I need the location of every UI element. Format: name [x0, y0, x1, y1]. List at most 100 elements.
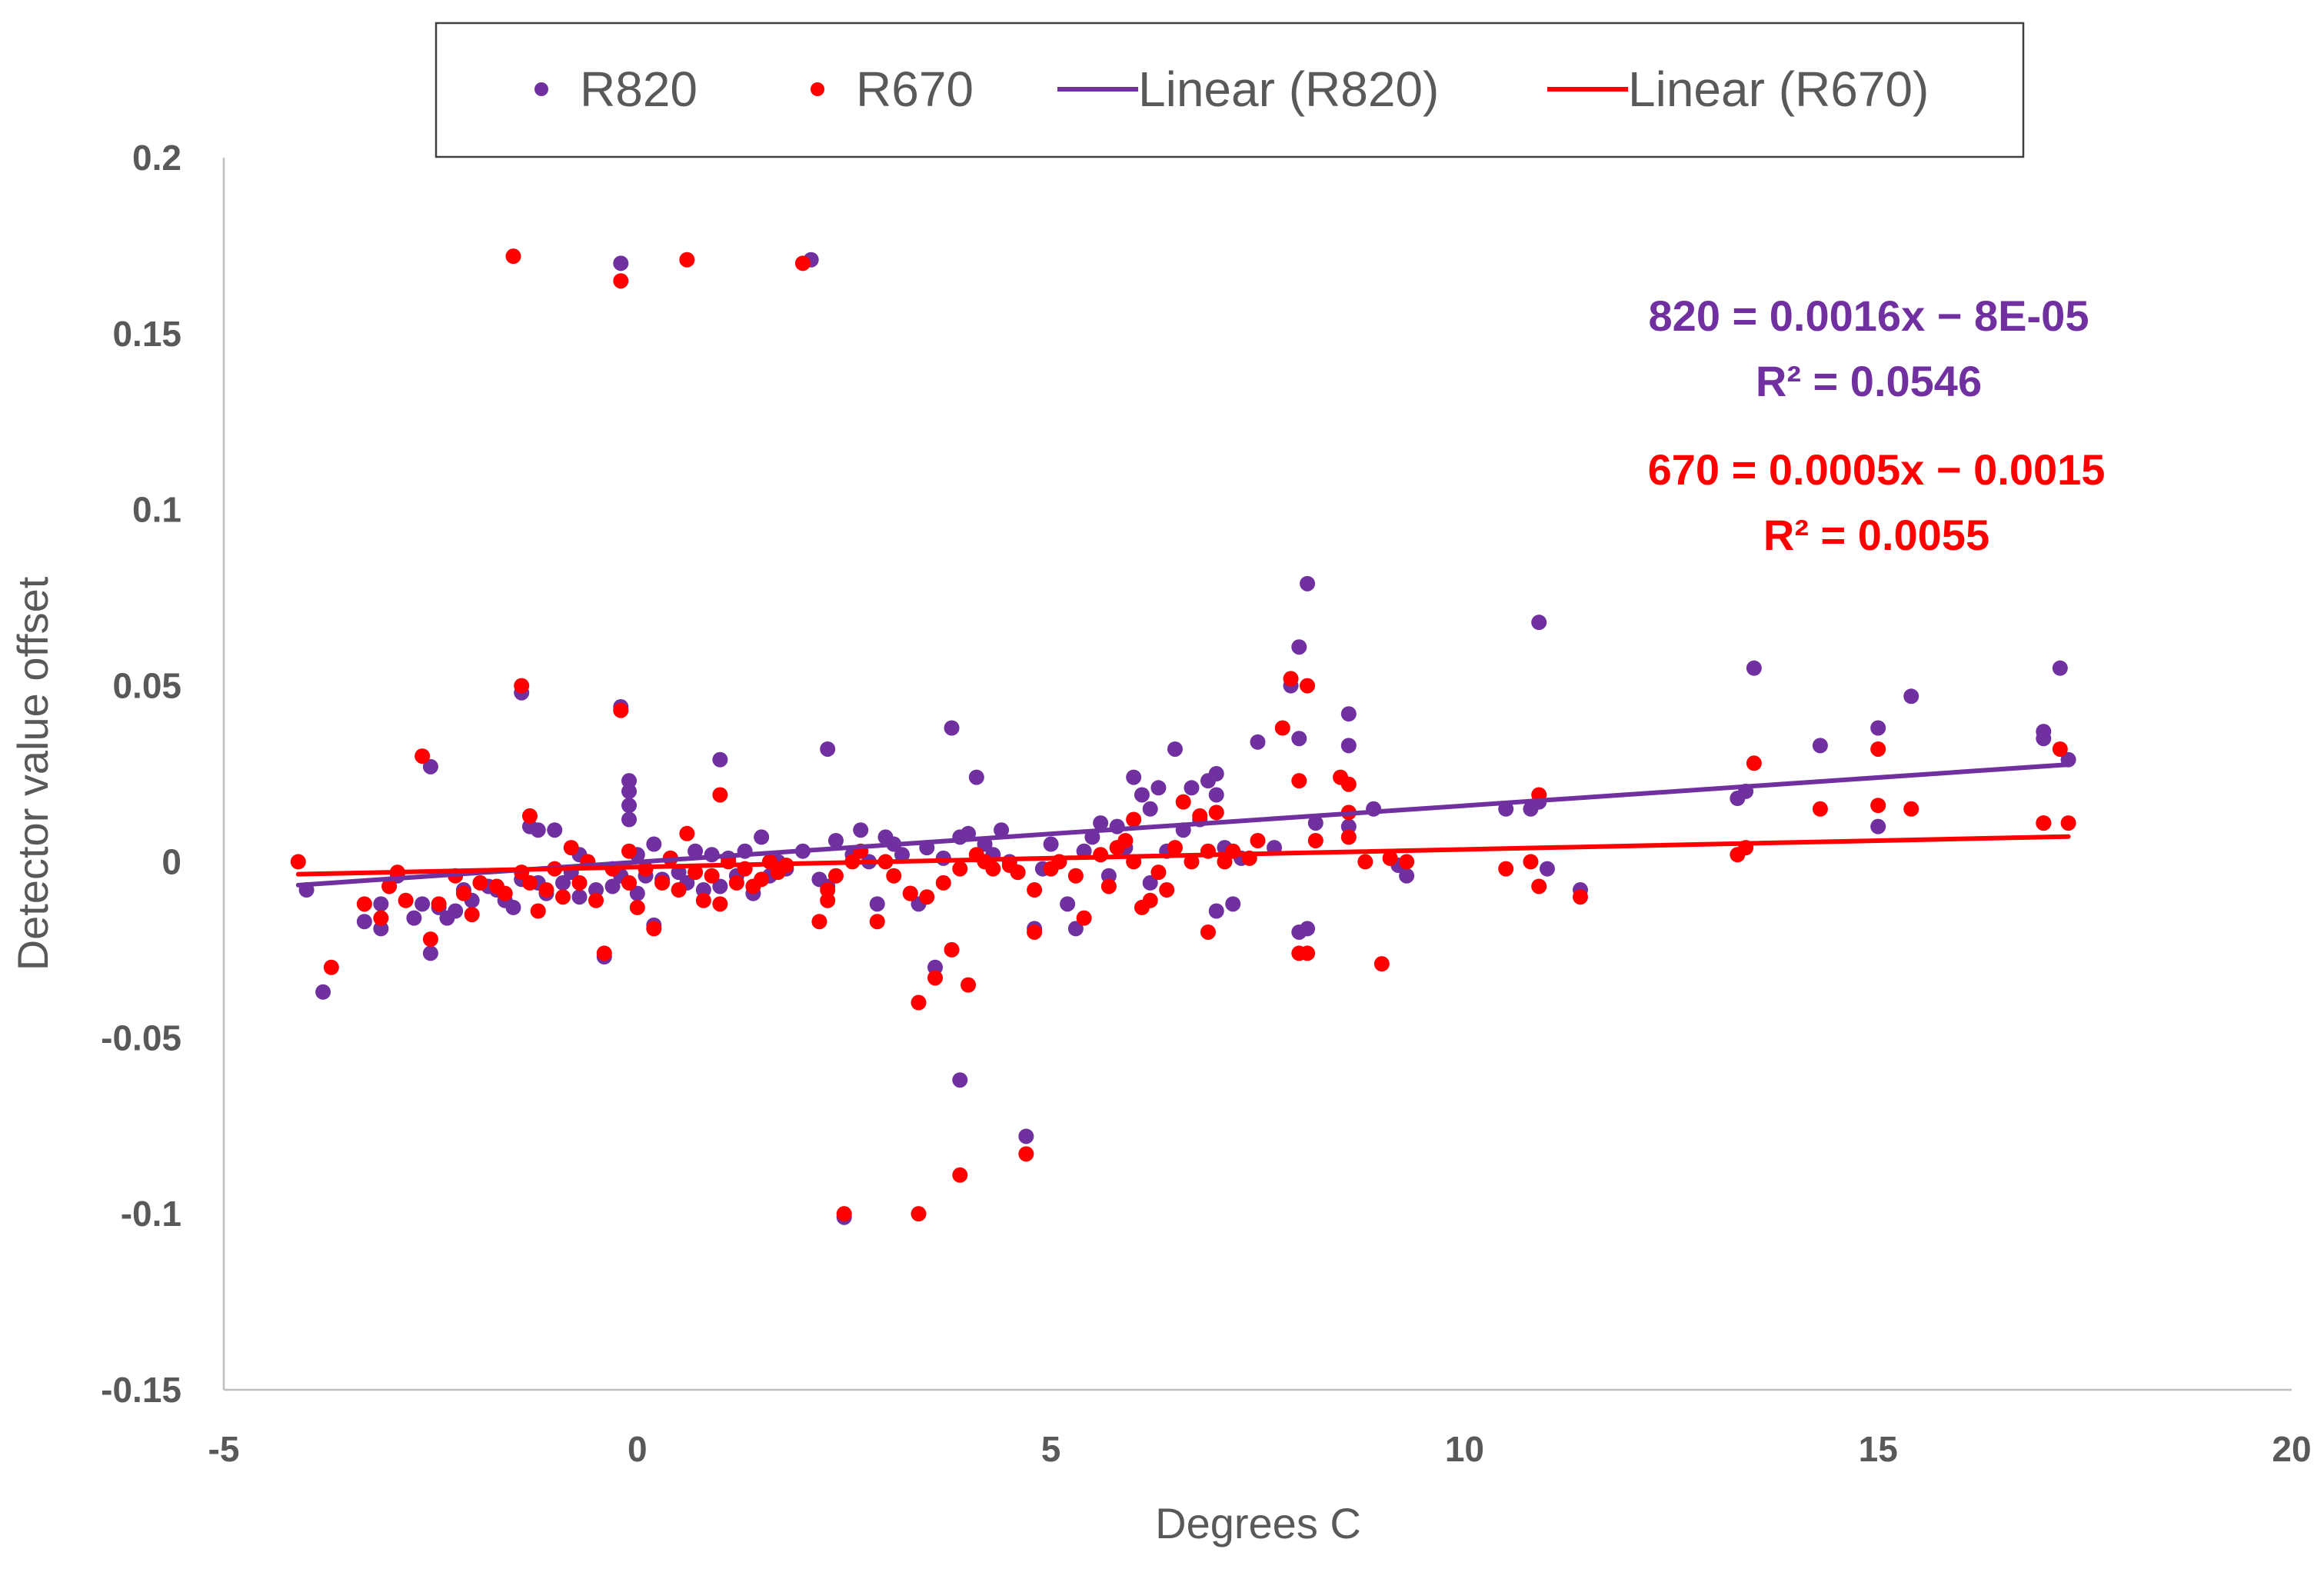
data-point-r820 [621, 798, 638, 814]
data-point-r820 [944, 720, 960, 736]
data-point-r670 [613, 273, 629, 289]
data-point-r670 [944, 941, 960, 958]
data-point-r820 [588, 882, 604, 898]
data-point-r820 [1225, 896, 1241, 912]
legend-label-linear-r820: Linear (R820) [1138, 62, 1439, 117]
data-point-r670 [538, 882, 554, 898]
data-point-r820 [315, 984, 331, 1000]
data-point-r670 [621, 843, 638, 859]
data-point-r670 [521, 874, 538, 891]
data-point-r820 [621, 811, 638, 828]
data-point-r670 [1117, 832, 1134, 848]
data-point-r820 [613, 255, 629, 271]
data-point-r670 [381, 878, 398, 894]
data-point-r670 [1200, 924, 1216, 940]
data-point-r820 [422, 758, 438, 775]
y-tick-label: -0.15 [101, 1370, 181, 1410]
data-point-r820 [853, 822, 869, 838]
data-point-r670 [1126, 811, 1142, 828]
data-point-r820 [554, 874, 571, 891]
data-point-r670 [629, 899, 645, 915]
data-point-r670 [530, 903, 546, 919]
data-point-r670 [704, 868, 720, 884]
data-point-r820 [820, 741, 836, 757]
data-point-r670 [695, 892, 711, 908]
data-point-r670 [2060, 815, 2076, 831]
data-point-r820 [1746, 660, 1762, 676]
data-point-r820 [894, 847, 910, 863]
y-tick-label: 0.2 [132, 138, 181, 178]
data-point-r670 [1300, 945, 1316, 961]
data-point-r670 [820, 882, 836, 898]
data-point-r670 [1274, 720, 1290, 736]
legend-marker-r670 [811, 82, 824, 96]
data-point-r820 [1076, 843, 1092, 859]
y-tick-label: 0.1 [132, 490, 181, 530]
data-point-r820 [1870, 818, 1886, 834]
data-point-r820 [629, 885, 645, 901]
data-point-r670 [911, 994, 927, 1011]
data-point-r820 [1870, 720, 1886, 736]
equation-r670: 670 = 0.0005x − 0.0015 [1648, 445, 2106, 494]
data-point-r670 [514, 678, 530, 694]
data-point-r670 [1870, 741, 1886, 757]
data-point-r820 [1250, 734, 1266, 750]
data-point-r670 [1184, 854, 1200, 870]
data-point-r820 [1043, 836, 1059, 852]
data-point-r670 [1100, 878, 1117, 894]
data-point-r820 [1539, 861, 1555, 877]
data-point-r820 [621, 783, 638, 799]
data-point-r670 [521, 808, 538, 824]
data-point-r670 [712, 896, 728, 912]
data-point-r670 [869, 914, 885, 930]
y-tick-labels: -0.15 -0.1 -0.05 0 0.05 0.1 0.15 0.2 [101, 138, 181, 1410]
data-point-r670 [1093, 847, 1109, 863]
data-point-r670 [1027, 924, 1043, 940]
x-tick-label: 5 [1041, 1429, 1061, 1469]
data-point-r670 [472, 874, 488, 891]
data-point-r820 [1208, 766, 1224, 781]
data-point-r820 [1903, 688, 1919, 705]
data-point-r670 [613, 702, 629, 718]
data-point-r820 [1340, 818, 1357, 834]
y-tick-label: 0.15 [112, 314, 181, 354]
data-point-r670 [679, 825, 695, 841]
data-point-r820 [1291, 639, 1307, 655]
data-point-r670 [422, 931, 438, 948]
data-point-r820 [1060, 896, 1076, 912]
data-point-r820 [1300, 575, 1316, 591]
data-point-r820 [1067, 921, 1084, 937]
data-point-r820 [1307, 815, 1323, 831]
data-point-r670 [902, 885, 918, 901]
data-point-r820 [688, 843, 704, 859]
data-point-r820 [1018, 1128, 1034, 1144]
data-point-r670 [1340, 776, 1357, 792]
data-point-r670 [290, 854, 306, 870]
data-point-r670 [811, 914, 827, 930]
data-point-r820 [373, 896, 389, 912]
data-point-r670 [1150, 864, 1167, 881]
legend-label-linear-r670: Linear (R670) [1628, 62, 1929, 117]
data-point-r820 [1531, 615, 1547, 631]
data-point-r670 [1870, 798, 1886, 814]
data-point-r820 [356, 914, 372, 930]
data-point-r670 [1159, 882, 1175, 898]
data-point-r670 [571, 874, 588, 891]
data-point-r820 [1291, 731, 1307, 747]
data-point-r670 [464, 907, 480, 923]
data-point-r670 [1572, 889, 1588, 905]
data-point-r670 [1498, 861, 1514, 877]
data-point-r670 [1018, 1146, 1034, 1162]
data-point-r820 [754, 829, 770, 845]
data-point-r670 [621, 874, 638, 891]
data-point-r670 [1357, 854, 1373, 870]
data-point-r670 [836, 1206, 852, 1222]
data-point-r670 [1307, 832, 1323, 848]
data-point-r670 [1167, 840, 1183, 856]
data-point-r670 [563, 840, 579, 856]
data-point-r820 [2052, 660, 2068, 676]
equation-r820: 820 = 0.0016x − 8E-05 [1649, 291, 2089, 340]
data-point-r670 [497, 885, 513, 901]
data-point-r670 [1217, 854, 1233, 870]
legend-marker-r820 [534, 82, 548, 96]
